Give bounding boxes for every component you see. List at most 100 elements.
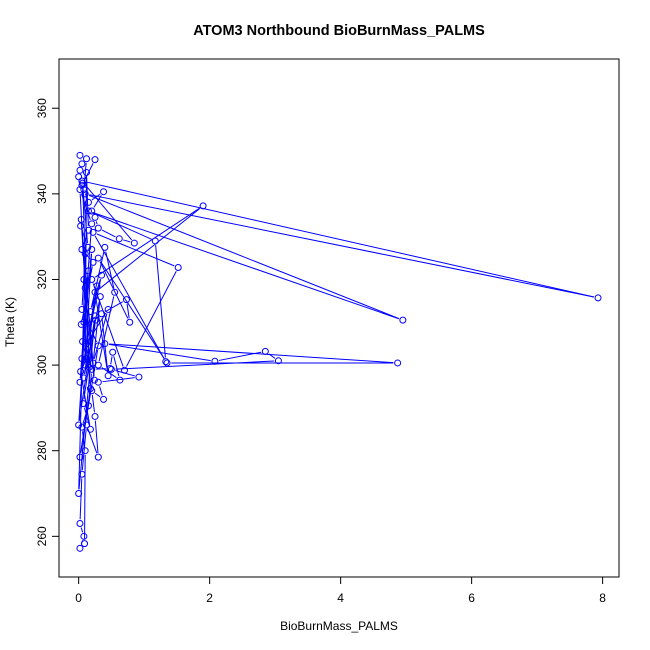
series-line-segment <box>110 356 113 365</box>
data-point <box>89 258 97 266</box>
data-point <box>91 156 99 164</box>
data-point <box>151 237 159 245</box>
series-line-segment <box>80 289 97 379</box>
y-tick-label: 340 <box>35 184 49 204</box>
data-point <box>78 160 86 168</box>
data-point <box>101 340 109 348</box>
data-point <box>399 316 407 324</box>
data-point <box>84 226 92 234</box>
series-line-segment <box>81 429 87 471</box>
series-line-segment <box>101 229 116 238</box>
data-point <box>77 368 85 376</box>
y-axis: 260 280 300 320 340 360 <box>35 98 60 546</box>
series-line-segment <box>218 351 262 361</box>
data-point <box>77 320 85 328</box>
data-point <box>94 254 102 262</box>
data-point <box>211 357 219 365</box>
data-point <box>91 288 99 296</box>
data-point <box>77 222 85 230</box>
data-point <box>76 166 84 174</box>
series-line-segment <box>108 343 211 362</box>
data-point <box>94 453 102 461</box>
series-line-segment <box>123 239 131 243</box>
series-line-segment <box>102 377 135 383</box>
data-point <box>92 316 100 324</box>
data-point <box>100 395 108 403</box>
x-tick-label: 2 <box>206 591 213 605</box>
series-line-segment <box>94 392 101 398</box>
data-point <box>90 376 98 384</box>
data-point <box>88 207 96 215</box>
series-line-segment <box>105 251 115 289</box>
series-line-segment <box>84 183 132 241</box>
series-line-segment <box>81 223 95 376</box>
data-point <box>94 342 102 350</box>
data-point <box>76 519 84 527</box>
series-line-segment <box>109 343 394 364</box>
data-point <box>78 470 86 478</box>
series-line-segment <box>83 283 95 376</box>
series-line-segment <box>78 319 95 421</box>
data-point <box>83 155 91 163</box>
series-line-segment <box>80 527 84 533</box>
data-point <box>78 355 86 363</box>
data-point <box>81 540 89 548</box>
series-line-segment <box>78 257 86 490</box>
data-point <box>91 312 99 320</box>
data-point <box>76 453 84 461</box>
series-line-segment <box>84 454 86 540</box>
series-line-segment <box>92 212 152 240</box>
data-point <box>100 188 108 196</box>
data-point <box>162 358 170 366</box>
plot-frame <box>58 58 620 578</box>
series-line-segment <box>83 163 94 182</box>
data-point <box>88 275 96 283</box>
x-tick-label: 0 <box>75 591 82 605</box>
data-point <box>76 378 84 386</box>
series-line-segment <box>79 478 83 520</box>
series-line-segment <box>89 194 595 298</box>
data-point <box>130 239 138 247</box>
data-point <box>81 361 89 369</box>
data-point <box>104 305 112 313</box>
data-point <box>126 318 134 326</box>
series-layer <box>75 151 602 552</box>
data-point <box>91 213 99 221</box>
data-point <box>83 168 91 176</box>
data-point <box>84 207 92 215</box>
series-line-segment <box>83 324 96 400</box>
data-point <box>76 544 84 552</box>
data-point <box>78 246 86 253</box>
data-point <box>75 421 83 429</box>
series-line-segment <box>82 187 90 364</box>
y-tick-label: 320 <box>35 269 49 289</box>
data-point <box>81 447 89 455</box>
y-tick-label: 300 <box>35 355 49 375</box>
series-line-segment <box>104 301 124 313</box>
series-line-segment <box>90 251 105 308</box>
data-point <box>93 282 101 290</box>
series-line-segment <box>92 283 124 367</box>
y-tick-label: 280 <box>35 440 49 460</box>
series-line-segment <box>94 420 99 453</box>
series-line-segment <box>93 313 108 360</box>
data-point <box>88 246 96 253</box>
data-point <box>116 376 124 384</box>
series-line-segment <box>99 386 103 396</box>
data-point <box>84 198 92 206</box>
y-axis-label: Theta (K) <box>3 297 17 347</box>
data-point <box>135 373 143 381</box>
data-point <box>84 267 92 275</box>
data-point <box>163 359 171 367</box>
data-point <box>85 363 93 371</box>
series-line-segment <box>115 360 275 370</box>
data-point <box>79 338 87 346</box>
data-point <box>109 348 117 356</box>
data-point <box>594 294 602 302</box>
data-point <box>394 359 402 367</box>
series-line-segment <box>92 211 400 320</box>
data-point <box>75 173 83 181</box>
data-point <box>81 190 89 198</box>
data-point <box>86 425 94 433</box>
